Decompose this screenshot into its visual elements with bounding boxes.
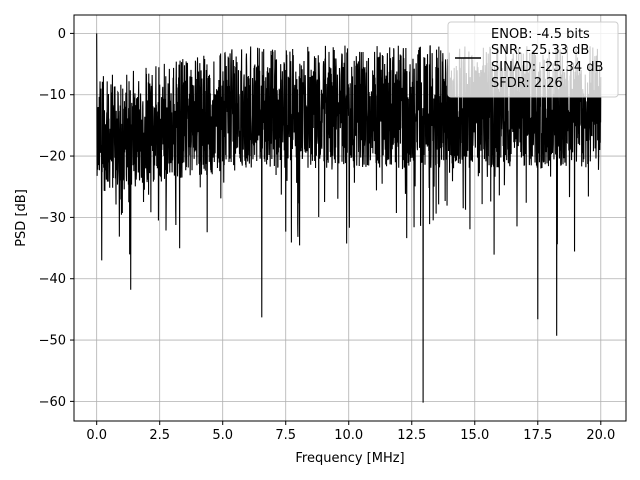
x-tick-label: 20.0 [586,428,615,443]
y-tick-label: −20 [39,150,66,165]
y-axis-ticks: 0 −10 −20 −30 −40 −50 −60 [39,27,74,410]
y-tick-label: 0 [58,27,66,42]
x-tick-label: 17.5 [523,428,552,443]
legend-entry-snr: SNR: -25.33 dB [491,43,589,58]
y-tick-label: −10 [39,88,66,103]
x-tick-label: 10.0 [334,428,363,443]
psd-series-line [96,33,602,403]
legend: ENOB: -4.5 bits SNR: -25.33 dB SINAD: -2… [447,21,619,98]
legend-entry-sinad: SINAD: -25.34 dB [491,60,603,75]
y-tick-label: −50 [39,334,66,349]
legend-entry-sfdr: SFDR: 2.26 [491,76,563,91]
x-tick-label: 12.5 [397,428,426,443]
legend-entry-enob: ENOB: -4.5 bits [491,27,590,42]
y-tick-label: −60 [39,395,66,410]
x-axis-label: Frequency [MHz] [295,451,404,466]
x-tick-label: 0.0 [86,428,107,443]
x-tick-label: 2.5 [149,428,170,443]
legend-box [447,21,619,98]
psd-trace [96,33,602,403]
x-tick-label: 7.5 [275,428,296,443]
y-tick-label: −30 [39,211,66,226]
plot-frame [73,14,627,422]
x-axis-ticks: 0.0 2.5 5.0 7.5 10.0 12.5 15.0 17.5 20.0 [86,421,615,443]
y-tick-label: −40 [39,272,66,287]
x-tick-label: 15.0 [460,428,489,443]
x-tick-label: 5.0 [212,428,233,443]
y-axis-label: PSD [dB] [14,189,29,247]
